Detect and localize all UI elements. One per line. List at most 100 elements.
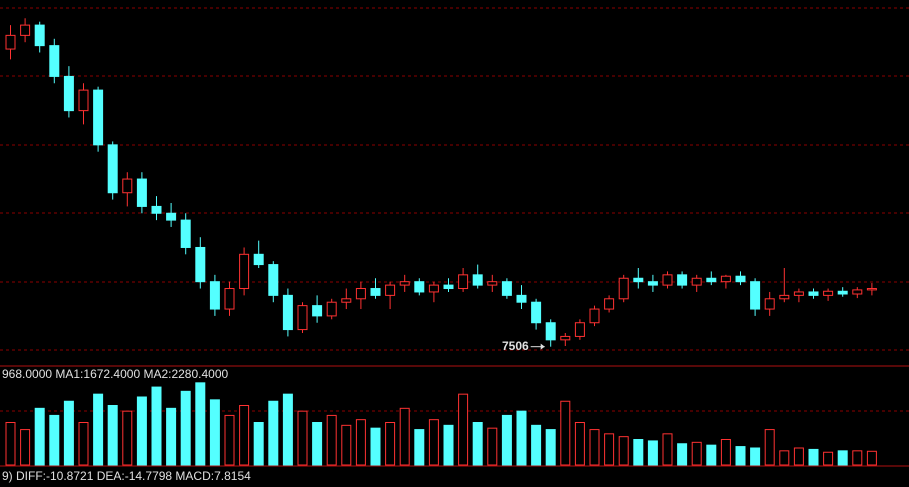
candle-body: [472, 274, 483, 286]
volume-bar: [151, 386, 162, 466]
volume-bar: [545, 429, 556, 466]
volume-bar: [735, 446, 746, 466]
candle-body: [239, 253, 250, 290]
candle-body: [487, 281, 498, 286]
volume-bar: [20, 429, 31, 466]
volume-bar: [107, 405, 118, 466]
volume-bar: [837, 450, 848, 466]
candle-body: [136, 178, 147, 207]
candle-body: [793, 291, 804, 296]
candle-body: [399, 281, 410, 286]
candle-body: [282, 294, 293, 331]
candle-body: [823, 290, 834, 296]
volume-bar: [823, 451, 834, 466]
candle-body: [443, 284, 454, 290]
volume-bar: [677, 443, 688, 466]
candle-body: [589, 308, 600, 324]
volume-bar: [93, 393, 104, 466]
candle-body: [720, 275, 731, 283]
candle-body: [63, 75, 74, 112]
volume-bar: [5, 422, 16, 466]
candle-body: [312, 305, 323, 317]
volume-bar: [647, 440, 658, 466]
volume-bar: [706, 444, 717, 466]
candle-body: [297, 305, 308, 331]
candle-body: [166, 212, 177, 221]
price-grid: [0, 7, 909, 412]
volume-bar: [312, 422, 323, 466]
candle-body: [49, 45, 60, 77]
volume-bar: [224, 414, 235, 466]
candle-body: [531, 301, 542, 324]
volume-bar: [341, 424, 352, 466]
candle-body: [691, 277, 702, 286]
candle-body: [341, 298, 352, 303]
candle-body: [34, 24, 45, 47]
volume-bar: [793, 447, 804, 466]
volume-bar: [531, 424, 542, 466]
candle-body: [574, 322, 585, 337]
candle-body: [209, 281, 220, 310]
volume-bar: [209, 399, 220, 466]
volume-bar: [122, 410, 133, 466]
volume-bar: [253, 422, 264, 466]
candle-body: [866, 288, 877, 291]
candle-body: [414, 281, 425, 293]
volume-bar: [720, 439, 731, 466]
volume-bar: [633, 439, 644, 466]
macd-label: 9) DIFF:-10.8721 DEA:-14.7798 MACD:7.815…: [2, 469, 251, 483]
volume-bar: [63, 400, 74, 466]
candle-body: [458, 274, 469, 290]
volume-bar: [239, 405, 250, 466]
candle-body: [604, 298, 615, 310]
candle-body: [706, 277, 717, 283]
candle-body: [122, 178, 133, 194]
volume-bar: [808, 448, 819, 466]
candle-body: [268, 264, 279, 296]
volume-bar: [516, 410, 527, 466]
candle-body: [180, 219, 191, 248]
volume-bar: [560, 400, 571, 466]
volume-bar: [604, 433, 615, 466]
volume-bar: [49, 414, 60, 466]
candle-body: [253, 253, 264, 266]
volume-bar: [180, 390, 191, 466]
candle-body: [385, 284, 396, 296]
candle-body: [20, 24, 31, 36]
volume-bar: [195, 382, 206, 466]
candle-body: [647, 281, 658, 286]
candle-body: [93, 89, 104, 146]
volume-bar: [852, 450, 863, 466]
candle-body: [662, 274, 673, 286]
low-annotation: 7506: [502, 339, 529, 353]
volume-bar: [866, 450, 877, 466]
candle-body: [516, 294, 527, 303]
volume-bar: [574, 422, 585, 466]
volume-bar: [589, 429, 600, 466]
volume-bar: [764, 429, 775, 466]
volume-bar: [472, 422, 483, 466]
volume-bar: [136, 396, 147, 466]
candle-body: [355, 288, 366, 300]
candle-body: [750, 281, 761, 310]
volume-bar: [282, 393, 293, 466]
volume-bar: [618, 436, 629, 466]
volume-bar: [487, 427, 498, 466]
volume-bar: [428, 419, 439, 466]
volume-bar: [458, 393, 469, 466]
volume-bar: [691, 441, 702, 466]
volume-bar: [385, 422, 396, 466]
candle-body: [326, 301, 337, 317]
candle-body: [852, 289, 863, 295]
volume-bar: [370, 427, 381, 466]
volume-bar: [399, 407, 410, 466]
candle-body: [107, 144, 118, 194]
volume-bar: [326, 414, 337, 466]
candle-body: [560, 335, 571, 341]
candle-body: [195, 246, 206, 283]
candle-body: [779, 294, 790, 300]
candle-body: [370, 288, 381, 296]
volume-bar: [34, 407, 45, 466]
volume-bar: [750, 447, 761, 466]
